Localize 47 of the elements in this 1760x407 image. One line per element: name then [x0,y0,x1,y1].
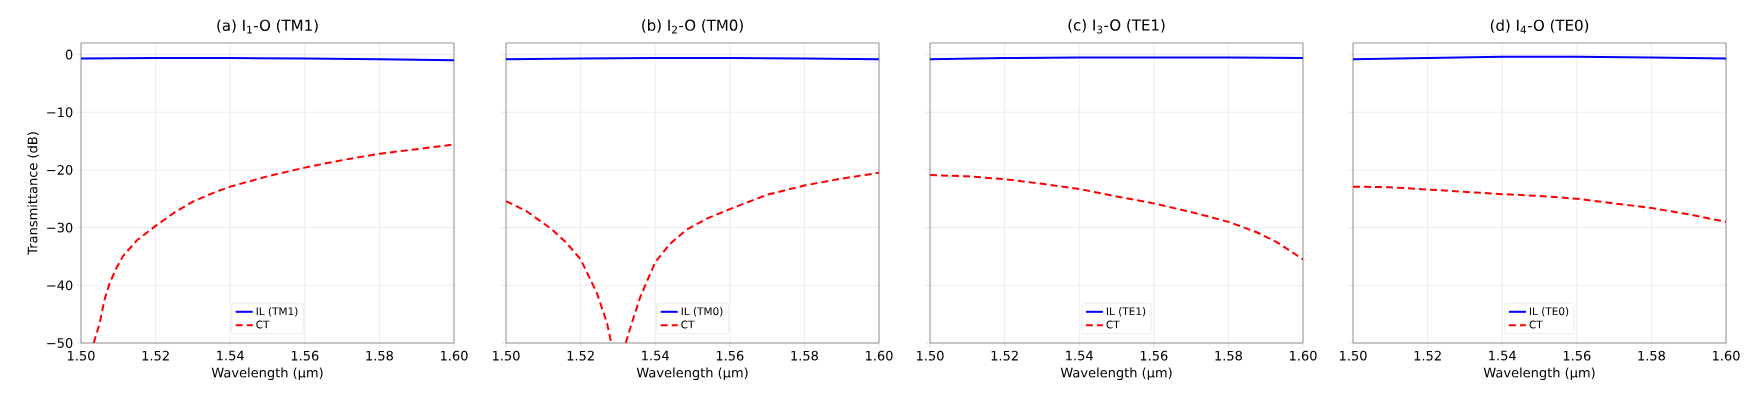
x-tick-label: 1.56 [1140,350,1168,361]
x-tick-label: 1.60 [865,350,893,361]
chart-title: (a) I$_{1}$-O (TM1) [217,19,318,34]
x-axis-title: Wavelength (μm) [1060,367,1172,381]
legend-label: IL (TM1) [256,307,298,317]
x-tick-label: 1.52 [1414,350,1441,361]
y-tick-label: −30 [47,222,73,233]
x-tick-label: 1.58 [1638,350,1665,361]
legend-label: IL (TE0) [1529,307,1569,317]
x-tick-label: 1.60 [440,350,468,361]
x-tick-label: 1.52 [142,350,169,361]
x-tick-label: 1.60 [1712,350,1740,361]
x-tick-label: 1.56 [291,350,319,361]
legend-label: CT [1106,320,1120,329]
y-tick-label: −20 [47,165,73,175]
x-tick-label: 1.50 [492,350,520,361]
x-tick-label: 1.54 [1066,350,1093,361]
x-axis-title: Wavelength (μm) [1483,367,1595,381]
x-tick-label: 1.54 [1489,350,1516,361]
x-tick-label: 1.54 [217,350,244,361]
x-tick-label: 1.60 [1289,350,1317,361]
x-tick-label: 1.52 [991,350,1018,361]
x-tick-label: 1.58 [1215,350,1242,361]
legend-label: CT [256,320,270,329]
legend-label: IL (TE1) [1106,307,1146,317]
chart-title: (b) I$_{2}$-O (TM0) [642,19,743,34]
x-axis-title: Wavelength (μm) [211,367,323,381]
x-tick-label: 1.50 [916,350,944,361]
chart-title: (c) I$_{3}$-O (TE1) [1068,19,1165,34]
y-tick-label: −50 [47,338,73,348]
y-axis-title: Transmittance (dB) [27,132,39,255]
x-tick-label: 1.58 [366,350,393,361]
y-tick-label: −40 [47,280,73,291]
x-axis-title: Wavelength (μm) [636,367,748,381]
legend-label: CT [681,320,695,329]
y-tick-label: 0 [65,49,73,60]
x-tick-label: 1.50 [1339,350,1367,361]
x-tick-label: 1.54 [642,350,669,361]
x-tick-label: 1.56 [716,350,744,361]
x-tick-label: 1.50 [67,350,95,361]
y-tick-label: −10 [47,107,73,118]
chart-title: (d) I$_{4}$-O (TE0) [1490,19,1589,34]
legend-label: CT [1529,320,1543,329]
x-tick-label: 1.58 [791,350,818,361]
x-tick-label: 1.56 [1563,350,1591,361]
x-tick-label: 1.52 [567,350,594,361]
legend-label: IL (TM0) [681,307,723,317]
